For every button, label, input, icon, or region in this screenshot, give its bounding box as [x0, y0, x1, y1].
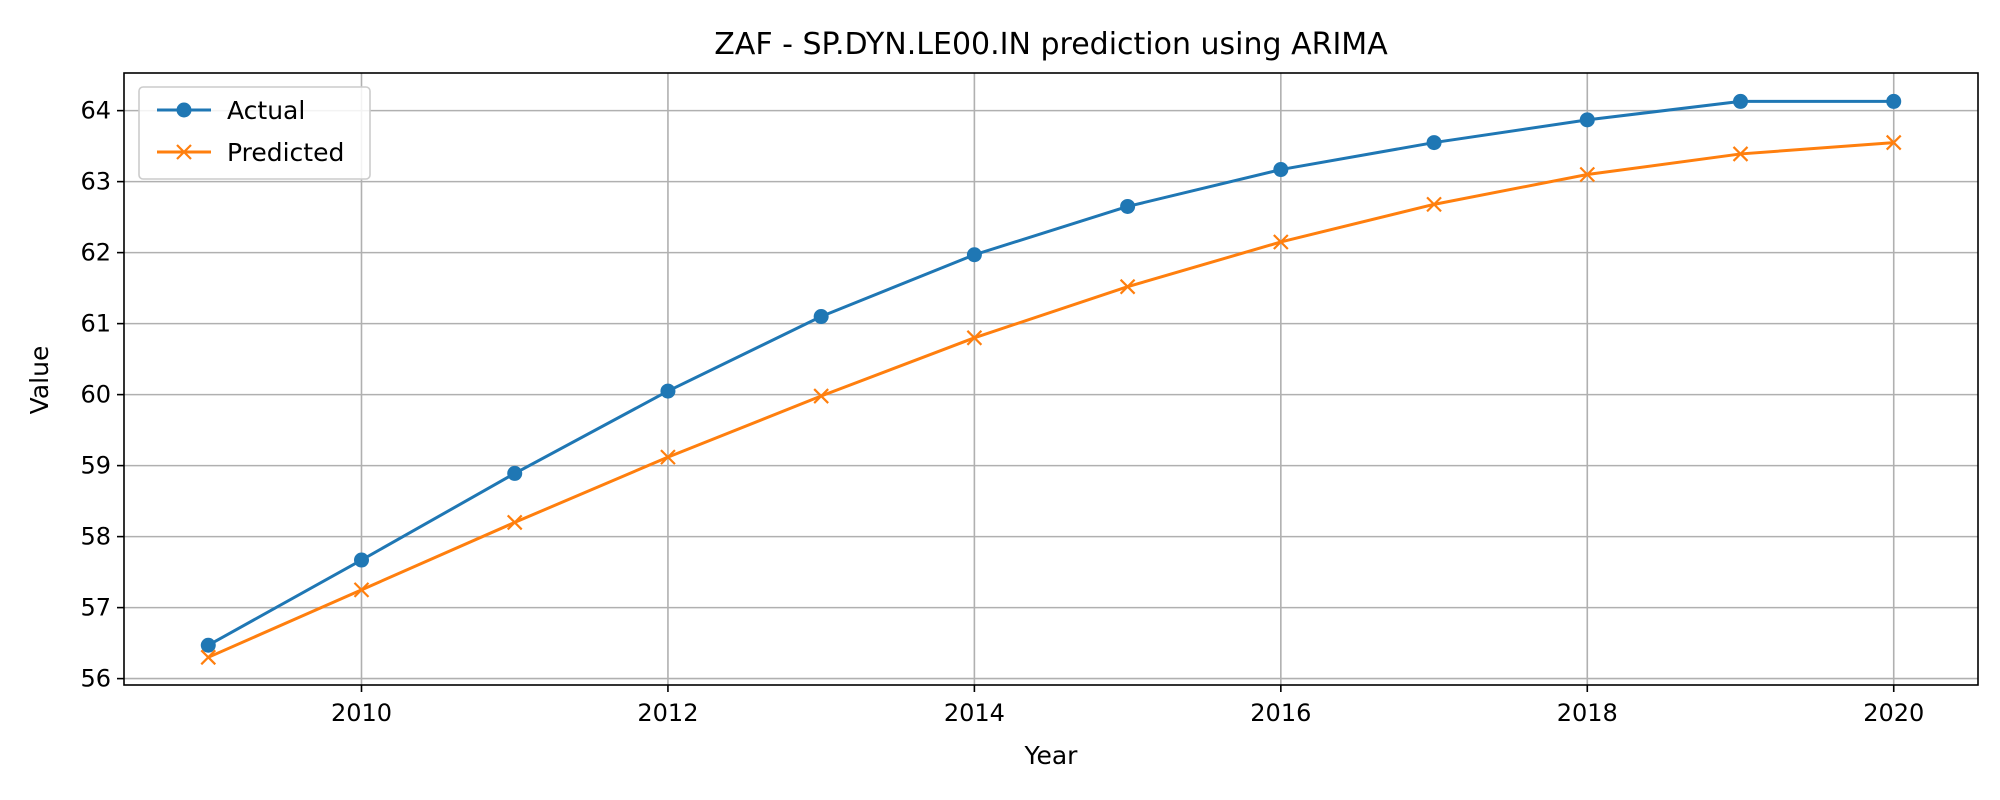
data-point-predicted [353, 582, 370, 598]
x-tick-label: 2012 [637, 699, 698, 727]
data-point-predicted [660, 449, 676, 465]
y-tick-label: 58 [80, 523, 111, 551]
data-point-actual [660, 383, 676, 399]
legend: Actual Predicted [138, 86, 371, 180]
data-point-predicted [1579, 166, 1596, 183]
y-tick-label: 62 [80, 239, 111, 267]
y-tick-label: 61 [80, 310, 111, 338]
data-point-actual [1426, 135, 1442, 151]
data-point-actual [1273, 162, 1289, 178]
data-point-predicted [1119, 278, 1136, 295]
y-tick-label: 57 [80, 594, 111, 622]
data-point-actual [1886, 93, 1902, 109]
y-tick-label: 64 [80, 97, 111, 125]
data-point-predicted [200, 649, 217, 666]
data-point-actual [200, 637, 216, 653]
axes-frame [123, 72, 1979, 686]
x-axis-label: Year [1024, 741, 1079, 770]
x-tick-label: 2010 [331, 699, 392, 727]
legend-marker-actual [176, 102, 192, 118]
series-line-actual [207, 99, 1894, 647]
data-point-predicted [1885, 134, 1902, 151]
data-point-actual [813, 309, 829, 325]
data-point-predicted [506, 514, 523, 531]
chart-title: ZAF - SP.DYN.LE00.IN prediction using AR… [714, 27, 1388, 62]
series-line-predicted [207, 141, 1894, 659]
data-point-predicted [813, 388, 829, 404]
data-point-predicted [1273, 234, 1289, 250]
x-tick-label: 2014 [944, 699, 1005, 727]
data-point-actual [1579, 112, 1595, 128]
data-point-actual [966, 247, 982, 263]
y-tick-label: 60 [80, 381, 111, 409]
x-tick-label: 2020 [1863, 699, 1924, 727]
x-tick-label: 2016 [1250, 699, 1311, 727]
y-tick-label: 63 [80, 168, 111, 196]
data-point-predicted [966, 330, 983, 346]
legend-label-actual: Actual [227, 96, 305, 125]
y-axis-label: Value [25, 346, 54, 415]
data-point-predicted [1426, 196, 1442, 213]
x-tick-label: 2018 [1557, 699, 1618, 727]
legend-marker-predicted [176, 144, 192, 160]
plot-area: 2010 2012 2014 2016 2018 2020 56 57 58 59 60 61 62 63… [80, 72, 1979, 727]
data-point-predicted [1732, 146, 1749, 162]
legend-label-predicted: Predicted [227, 138, 344, 167]
data-point-actual [1120, 198, 1136, 214]
data-point-actual [1733, 93, 1749, 109]
data-point-actual [507, 465, 523, 481]
y-tick-label: 56 [80, 665, 111, 693]
y-tick-label: 59 [80, 452, 111, 480]
data-point-actual [353, 552, 369, 568]
